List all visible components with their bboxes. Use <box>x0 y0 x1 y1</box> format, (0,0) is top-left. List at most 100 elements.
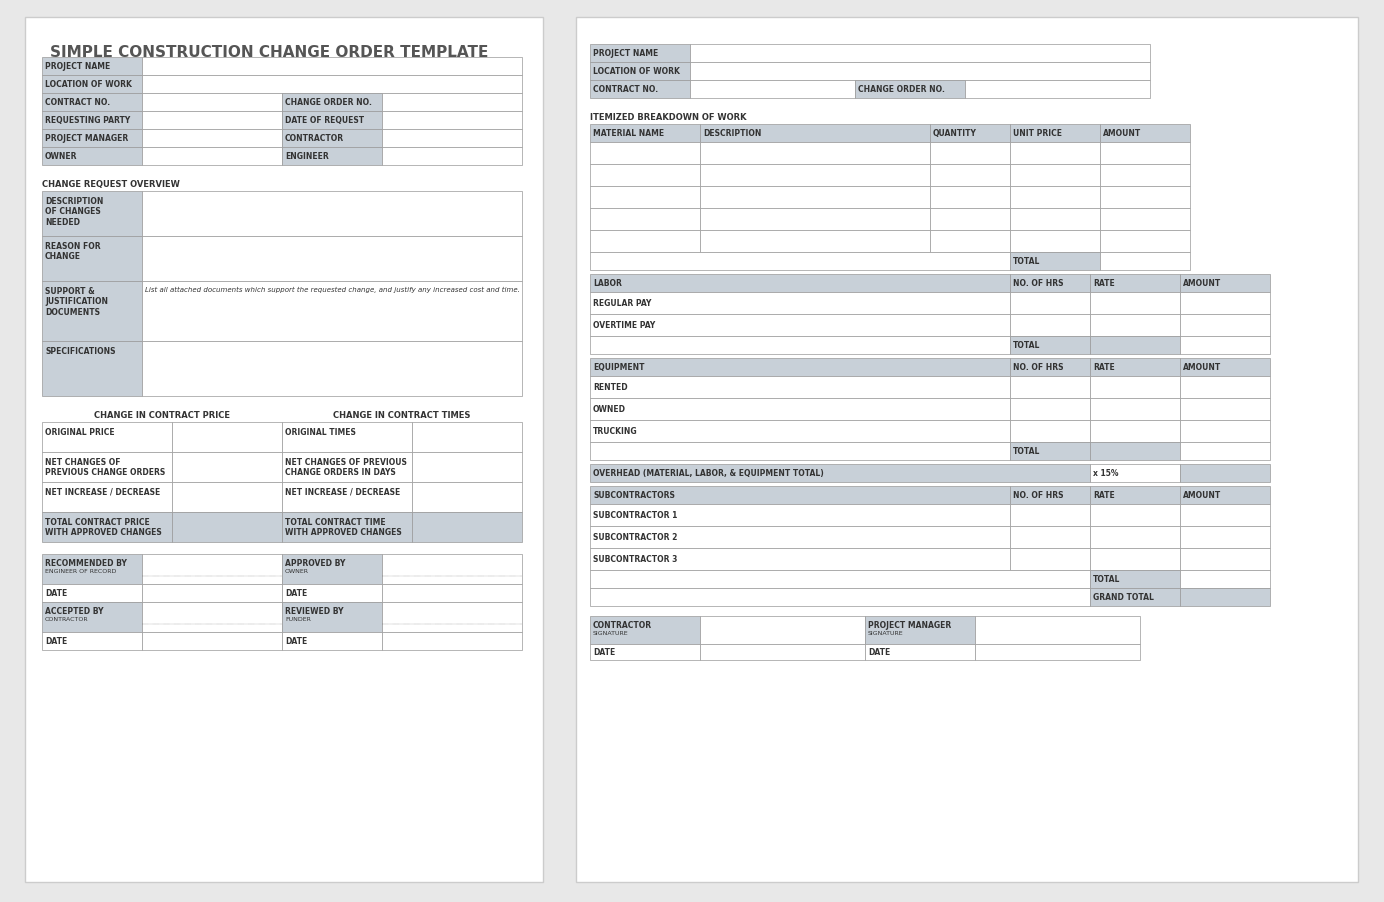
Bar <box>42 422 172 453</box>
Bar <box>172 512 282 542</box>
Bar <box>1010 399 1091 420</box>
Text: CONTRACT NO.: CONTRACT NO. <box>46 98 111 106</box>
Bar <box>590 504 1010 527</box>
Text: NET INCREASE / DECREASE: NET INCREASE / DECREASE <box>285 487 400 496</box>
Bar <box>1181 336 1271 354</box>
Bar <box>1010 124 1100 143</box>
Bar <box>1091 443 1181 461</box>
Bar <box>412 453 522 483</box>
Text: DATE: DATE <box>46 636 68 645</box>
Bar <box>700 208 930 231</box>
Bar <box>590 616 700 644</box>
Bar <box>590 420 1010 443</box>
Bar <box>1181 465 1271 483</box>
Bar <box>930 231 1010 253</box>
Bar <box>590 275 1010 292</box>
Bar <box>1010 315 1091 336</box>
Bar <box>143 148 282 166</box>
Text: PROJECT MANAGER: PROJECT MANAGER <box>46 133 129 143</box>
Bar <box>382 603 522 632</box>
Text: SUBCONTRACTOR 3: SUBCONTRACTOR 3 <box>592 555 677 564</box>
Text: SUBCONTRACTORS: SUBCONTRACTORS <box>592 491 675 500</box>
Text: OWNER: OWNER <box>46 152 78 161</box>
Text: NET INCREASE / DECREASE: NET INCREASE / DECREASE <box>46 487 161 496</box>
Bar <box>865 644 974 660</box>
Text: ACCEPTED BY: ACCEPTED BY <box>46 606 104 615</box>
Bar <box>382 94 522 112</box>
Bar <box>1100 165 1190 187</box>
Text: DATE OF REQUEST: DATE OF REQUEST <box>285 115 364 124</box>
Text: OWNER: OWNER <box>285 568 309 574</box>
Text: DESCRIPTION
OF CHANGES
NEEDED: DESCRIPTION OF CHANGES NEEDED <box>46 197 104 226</box>
Text: LABOR: LABOR <box>592 279 621 288</box>
Bar <box>1010 420 1091 443</box>
Bar <box>1181 527 1271 548</box>
Bar <box>974 616 1140 644</box>
Text: REQUESTING PARTY: REQUESTING PARTY <box>46 115 130 124</box>
Bar <box>1181 359 1271 376</box>
Text: CHANGE REQUEST OVERVIEW: CHANGE REQUEST OVERVIEW <box>42 179 180 189</box>
Bar <box>1100 208 1190 231</box>
Bar <box>1181 376 1271 399</box>
Bar <box>590 63 691 81</box>
Bar <box>42 94 143 112</box>
Text: REASON FOR
CHANGE: REASON FOR CHANGE <box>46 242 101 261</box>
Bar <box>930 187 1010 208</box>
Text: APPROVED BY: APPROVED BY <box>285 558 346 567</box>
Text: TOTAL: TOTAL <box>1093 575 1121 584</box>
Bar <box>1010 504 1091 527</box>
Bar <box>1181 275 1271 292</box>
Bar <box>382 112 522 130</box>
Text: RATE: RATE <box>1093 279 1114 288</box>
Bar <box>143 632 282 650</box>
Bar <box>590 81 691 99</box>
Bar <box>1181 570 1271 588</box>
Bar <box>282 422 412 453</box>
Bar <box>590 376 1010 399</box>
Text: EQUIPMENT: EQUIPMENT <box>592 363 645 372</box>
Text: RATE: RATE <box>1093 491 1114 500</box>
Text: RENTED: RENTED <box>592 382 627 391</box>
Bar <box>700 124 930 143</box>
Bar <box>172 483 282 512</box>
Bar <box>930 165 1010 187</box>
Bar <box>1181 399 1271 420</box>
Bar <box>42 281 143 342</box>
Text: NET CHANGES OF
PREVIOUS CHANGE ORDERS: NET CHANGES OF PREVIOUS CHANGE ORDERS <box>46 457 165 477</box>
Text: CONTRACTOR: CONTRACTOR <box>592 621 652 630</box>
Bar <box>1091 504 1181 527</box>
Text: OVERHEAD (MATERIAL, LABOR, & EQUIPMENT TOTAL): OVERHEAD (MATERIAL, LABOR, & EQUIPMENT T… <box>592 468 823 477</box>
Bar <box>1181 420 1271 443</box>
Bar <box>143 76 522 94</box>
Text: REGULAR PAY: REGULAR PAY <box>592 299 652 308</box>
Bar <box>930 143 1010 165</box>
Bar <box>1091 420 1181 443</box>
Bar <box>42 555 143 584</box>
Bar <box>1181 443 1271 461</box>
Text: SUBCONTRACTOR 1: SUBCONTRACTOR 1 <box>592 511 677 520</box>
Bar <box>412 483 522 512</box>
Bar <box>382 130 522 148</box>
Bar <box>143 555 282 584</box>
Bar <box>1091 465 1181 483</box>
Bar <box>1091 548 1181 570</box>
Text: AMOUNT: AMOUNT <box>1103 129 1142 138</box>
Bar <box>1091 527 1181 548</box>
Text: TOTAL CONTRACT PRICE
WITH APPROVED CHANGES: TOTAL CONTRACT PRICE WITH APPROVED CHANG… <box>46 518 162 537</box>
Bar <box>42 130 143 148</box>
Bar <box>590 143 700 165</box>
Bar <box>172 453 282 483</box>
Bar <box>1091 376 1181 399</box>
Text: List all attached documents which support the requested change, and justify any : List all attached documents which suppor… <box>145 287 520 293</box>
Bar <box>700 644 865 660</box>
Bar <box>1010 208 1100 231</box>
Text: SPECIFICATIONS: SPECIFICATIONS <box>46 346 115 355</box>
Bar <box>143 130 282 148</box>
Bar <box>1181 504 1271 527</box>
Bar <box>590 124 700 143</box>
Bar <box>691 63 1150 81</box>
Bar <box>590 165 700 187</box>
Bar <box>282 483 412 512</box>
Bar <box>1010 486 1091 504</box>
Bar <box>590 443 1010 461</box>
